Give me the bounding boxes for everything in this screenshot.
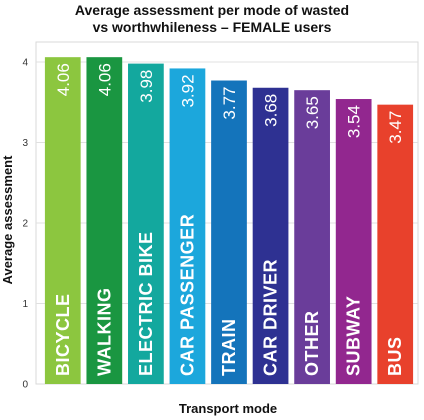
bar-value-label: 3.98 bbox=[137, 70, 156, 103]
y-tick-label: 0 bbox=[22, 380, 28, 391]
y-axis-label: Average assessment bbox=[0, 155, 15, 285]
bar bbox=[335, 99, 372, 384]
bar-category-label: SUBWAY bbox=[344, 296, 364, 376]
bar bbox=[377, 104, 414, 384]
bar-value-label: 4.06 bbox=[54, 63, 73, 96]
y-tick-label: 1 bbox=[22, 299, 28, 310]
bar-category-label: TRAIN bbox=[219, 319, 239, 377]
bar-value-label: 3.92 bbox=[178, 74, 197, 107]
bar-value-label: 3.47 bbox=[386, 111, 405, 144]
bar bbox=[128, 63, 164, 385]
chart-title-line-2: vs worthwhileness – FEMALE users bbox=[93, 19, 332, 35]
bar-category-label: BUS bbox=[385, 336, 405, 376]
bar bbox=[294, 90, 330, 385]
bar-value-label: 3.54 bbox=[345, 105, 364, 138]
bar-category-label: BICYCLE bbox=[53, 293, 73, 376]
chart-title-line-1: Average assessment per mode of wasted bbox=[75, 2, 349, 18]
bar-value-label: 3.65 bbox=[303, 96, 322, 129]
bar-value-label: 4.06 bbox=[95, 63, 114, 96]
bar-category-label: ELECTRIC BIKE bbox=[136, 231, 156, 376]
y-tick-label: 4 bbox=[22, 58, 28, 69]
bar-value-label: 3.77 bbox=[220, 87, 239, 120]
bar-category-label: CAR PASSENGER bbox=[177, 214, 197, 376]
bars: 4.06 BICYCLE 4.06 WALKING 3.98 ELECTRIC BIKE 3… bbox=[44, 57, 414, 385]
bar-category-label: WALKING bbox=[94, 288, 114, 377]
y-axis-ticks: 0 1 2 3 4 bbox=[22, 58, 28, 391]
y-tick-label: 2 bbox=[22, 219, 28, 230]
bar-value-label: 3.68 bbox=[262, 94, 281, 127]
bar bbox=[211, 80, 247, 384]
bar-category-label: CAR DRIVER bbox=[261, 259, 281, 376]
bar-category-label: OTHER bbox=[302, 311, 322, 377]
y-tick-label: 3 bbox=[22, 138, 28, 149]
bar bbox=[44, 57, 81, 385]
bar bbox=[169, 68, 206, 384]
bar bbox=[252, 87, 289, 384]
bar bbox=[86, 57, 123, 385]
x-axis-label: Transport mode bbox=[179, 401, 277, 416]
